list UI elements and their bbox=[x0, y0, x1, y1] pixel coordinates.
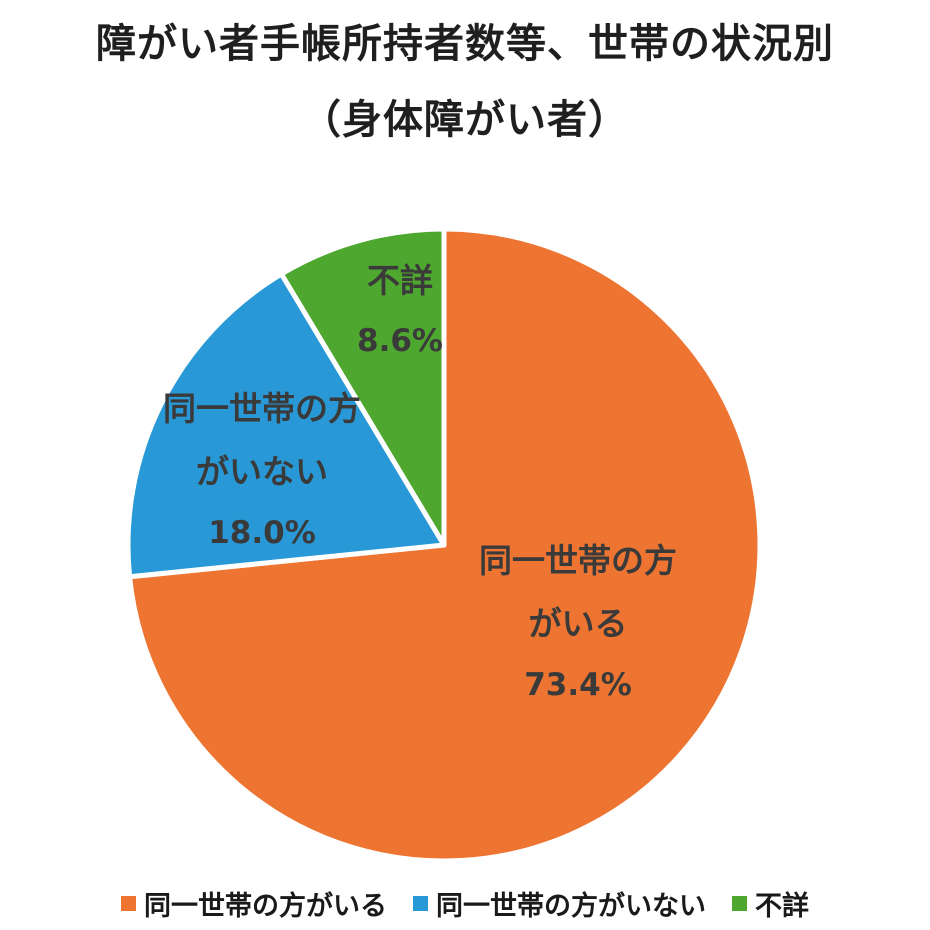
legend-swatch-orange bbox=[121, 896, 136, 911]
pie-slice-1 bbox=[125, 271, 447, 580]
chart-title-line1: 障がい者手帳所持者数等、世帯の状況別 bbox=[96, 21, 834, 67]
legend-label: 不詳 bbox=[755, 891, 809, 922]
pie-chart: 同一世帯の方 がいる 73.4% 同一世帯の方 がいない 18.0% 不詳 8.… bbox=[123, 224, 765, 866]
pie-svg bbox=[125, 226, 763, 864]
legend-label: 同一世帯の方がいない bbox=[436, 891, 706, 922]
legend: 同一世帯の方がいる 同一世帯の方がいない 不詳 bbox=[0, 884, 930, 923]
legend-item-without-household: 同一世帯の方がいない bbox=[413, 884, 706, 923]
legend-swatch-blue bbox=[413, 896, 428, 911]
legend-swatch-green bbox=[732, 896, 747, 911]
legend-item-unknown: 不詳 bbox=[732, 884, 809, 923]
pie-slice-2 bbox=[278, 226, 447, 548]
chart-title-line2: （身体障がい者） bbox=[301, 97, 629, 143]
chart-title: 障がい者手帳所持者数等、世帯の状況別 （身体障がい者） bbox=[0, 6, 930, 158]
legend-item-with-household: 同一世帯の方がいる bbox=[121, 884, 387, 923]
legend-label: 同一世帯の方がいる bbox=[144, 891, 387, 922]
